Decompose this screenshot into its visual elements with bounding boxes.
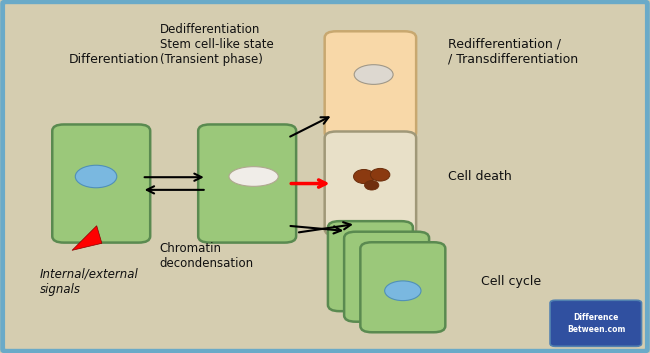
Text: Internal/external
signals: Internal/external signals — [40, 268, 138, 296]
FancyBboxPatch shape — [550, 300, 642, 346]
Ellipse shape — [365, 180, 379, 190]
Text: Chromatin
decondensation: Chromatin decondensation — [160, 241, 254, 270]
FancyBboxPatch shape — [198, 125, 296, 243]
Ellipse shape — [352, 260, 389, 280]
FancyBboxPatch shape — [52, 125, 150, 243]
Text: Redifferentiation /
/ Transdifferentiation: Redifferentiation / / Transdifferentiati… — [448, 38, 578, 66]
Polygon shape — [72, 226, 102, 250]
Text: Cell death: Cell death — [448, 170, 512, 183]
Ellipse shape — [385, 281, 421, 301]
Text: Dedifferentiation
Stem cell-like state
(Transient phase): Dedifferentiation Stem cell-like state (… — [160, 23, 274, 66]
Ellipse shape — [369, 270, 405, 290]
Ellipse shape — [354, 169, 374, 184]
Text: Difference
Between.com: Difference Between.com — [567, 313, 625, 334]
Text: Cell cycle: Cell cycle — [480, 275, 541, 288]
Ellipse shape — [354, 65, 393, 84]
FancyBboxPatch shape — [325, 31, 416, 139]
FancyBboxPatch shape — [344, 232, 429, 322]
FancyBboxPatch shape — [325, 132, 416, 235]
FancyBboxPatch shape — [328, 221, 413, 311]
Ellipse shape — [75, 165, 117, 188]
Ellipse shape — [229, 167, 278, 186]
Text: Differentiation: Differentiation — [69, 53, 159, 66]
Ellipse shape — [370, 168, 390, 181]
FancyBboxPatch shape — [360, 242, 445, 332]
